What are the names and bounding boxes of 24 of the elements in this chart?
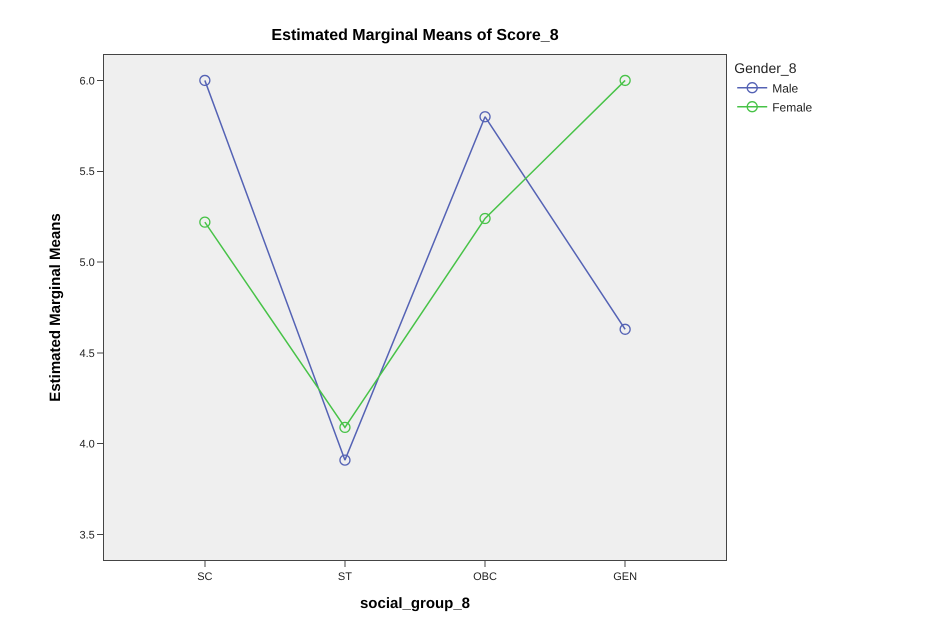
y-axis-title: Estimated Marginal Means bbox=[46, 213, 64, 402]
point bbox=[199, 216, 211, 228]
legend-title: Gender_8 bbox=[734, 60, 797, 76]
x-tick-label: ST bbox=[338, 571, 352, 584]
y-tick-label: 5.0 bbox=[80, 256, 95, 269]
legend-label: Male bbox=[772, 81, 799, 96]
point bbox=[619, 324, 631, 335]
y-tick-label: 4.5 bbox=[80, 348, 95, 360]
legend-label: Female bbox=[772, 100, 813, 114]
y-tick-label: 6.0 bbox=[80, 75, 95, 88]
point bbox=[339, 422, 351, 434]
x-tick-label: OBC bbox=[473, 571, 498, 584]
point bbox=[479, 212, 491, 224]
y-tick-label: 3.5 bbox=[80, 529, 95, 542]
point bbox=[199, 74, 211, 86]
y-tick-label: 4.0 bbox=[80, 438, 95, 451]
chart-title: Estimated Marginal Means of Score_8 bbox=[271, 27, 559, 44]
point bbox=[339, 454, 351, 466]
point bbox=[619, 74, 631, 86]
x-axis-title: social_group_8 bbox=[360, 595, 470, 612]
point bbox=[479, 111, 491, 122]
y-tick-label: 5.5 bbox=[80, 166, 95, 178]
x-tick-label: SC bbox=[197, 571, 213, 584]
x-tick-label: GEN bbox=[613, 571, 638, 584]
